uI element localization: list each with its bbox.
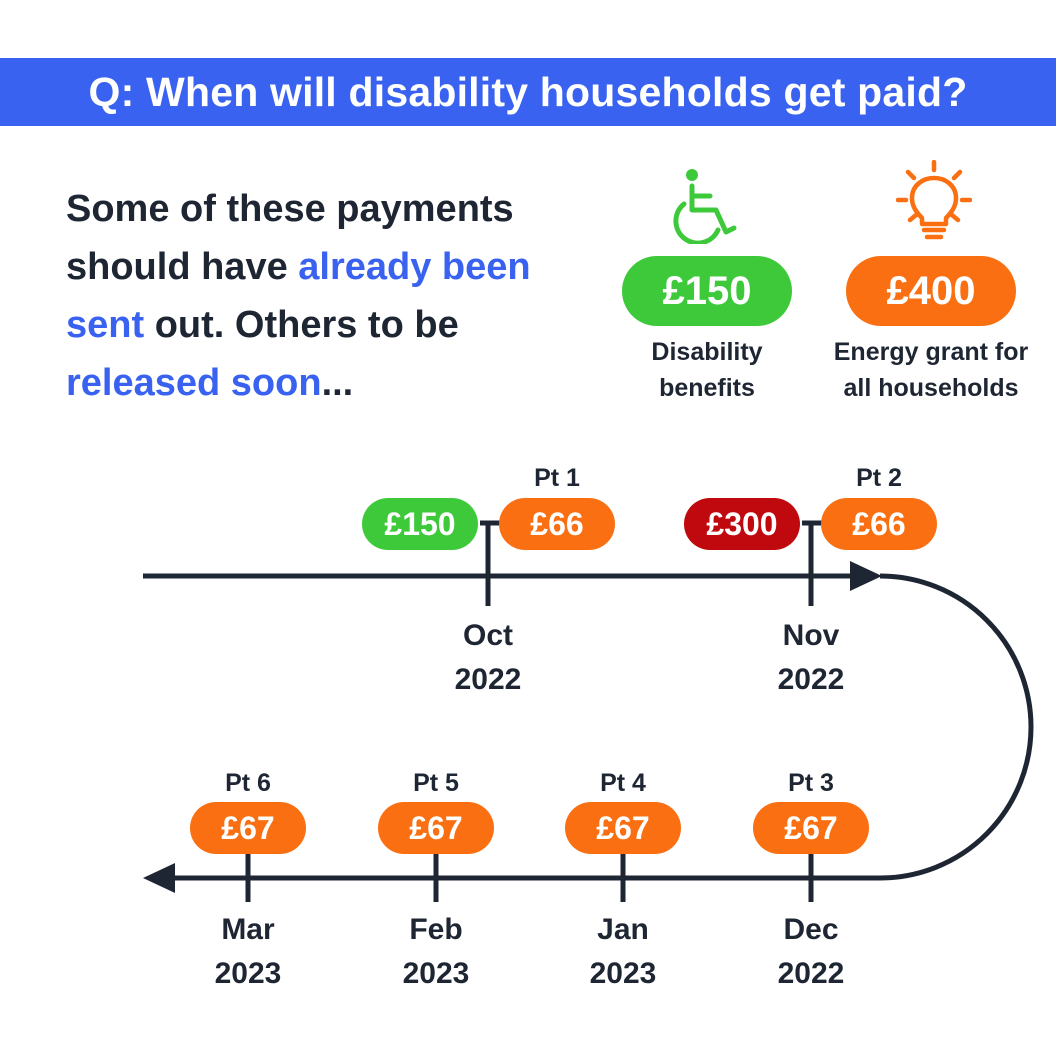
mar-energy-pill: £67: [190, 802, 306, 854]
dec-year: 2022: [777, 957, 845, 990]
jan-date-label: Jan 2023: [563, 908, 683, 996]
top-arrowhead: [850, 561, 882, 591]
jan-year: 2023: [589, 957, 657, 990]
nov-month: Nov: [782, 619, 840, 652]
wheelchair-icon: [673, 169, 737, 244]
legend-disability-caption: Disability benefits: [607, 334, 807, 406]
oct-date-label: Oct 2022: [428, 614, 548, 702]
nov-payment-300-pill: £300: [684, 498, 800, 550]
mar-date-label: Mar 2023: [188, 908, 308, 996]
intro-part-2: out. Others to be: [144, 304, 459, 346]
feb-year: 2023: [402, 957, 470, 990]
mar-year: 2023: [214, 957, 282, 990]
legend-energy-caption: Energy grant for all households: [811, 334, 1051, 406]
legend-disability-line-2: benefits: [659, 374, 755, 402]
legend-energy-amount: £400: [846, 256, 1016, 326]
bottom-arrowhead: [143, 863, 175, 893]
oct-year: 2022: [454, 663, 522, 696]
intro-highlight-already-sent: already been sent: [66, 246, 531, 346]
intro-part-1: Some of these payments should have: [66, 188, 514, 288]
dec-energy-pill: £67: [753, 802, 869, 854]
mar-month: Mar: [221, 913, 275, 946]
pt-1-label: Pt 1: [534, 464, 580, 492]
page-title: Q: When will disability households get p…: [88, 68, 968, 115]
intro-highlight-released-soon: released soon: [66, 362, 322, 404]
oct-month: Oct: [462, 619, 513, 652]
pt-5-label: Pt 5: [413, 769, 459, 797]
dec-date-label: Dec 2022: [751, 908, 871, 996]
pt-3-label: Pt 3: [788, 769, 834, 797]
legend-disability-line-1: Disability: [651, 338, 763, 366]
jan-month: Jan: [597, 913, 649, 946]
legend-energy-line-2: all households: [843, 374, 1019, 402]
nov-date-label: Nov 2022: [751, 614, 871, 702]
pt-4-label: Pt 4: [600, 769, 646, 797]
nov-energy-pill: £66: [821, 498, 937, 550]
feb-energy-pill: £67: [378, 802, 494, 854]
jan-energy-pill: £67: [565, 802, 681, 854]
dec-month: Dec: [783, 913, 839, 946]
lightbulb-icon: [896, 160, 972, 240]
intro-part-3: ...: [321, 362, 354, 404]
feb-month: Feb: [409, 913, 463, 946]
intro-text: Some of these payments should have alrea…: [66, 180, 606, 412]
pt-6-label: Pt 6: [225, 769, 271, 797]
legend-disability-amount: £150: [622, 256, 792, 326]
oct-energy-pill: £66: [499, 498, 615, 550]
pt-2-label: Pt 2: [856, 464, 902, 492]
oct-disability-pill: £150: [362, 498, 478, 550]
feb-date-label: Feb 2023: [376, 908, 496, 996]
nov-year: 2022: [777, 663, 845, 696]
title-banner: Q: When will disability households get p…: [0, 58, 1056, 126]
legend-energy-line-1: Energy grant for: [833, 338, 1029, 366]
